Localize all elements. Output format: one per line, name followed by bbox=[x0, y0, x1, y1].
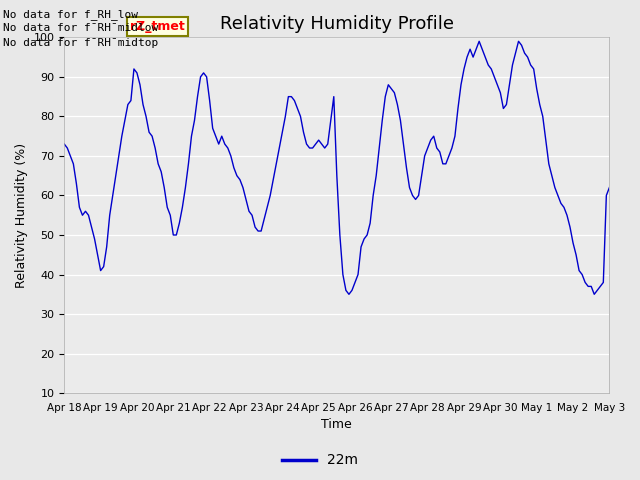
Text: No data for f¯RH¯midlow: No data for f¯RH¯midlow bbox=[3, 23, 159, 33]
Title: Relativity Humidity Profile: Relativity Humidity Profile bbox=[220, 15, 454, 33]
Text: No data for f_RH_low: No data for f_RH_low bbox=[3, 9, 138, 20]
Text: No data for f¯RH¯midtop: No data for f¯RH¯midtop bbox=[3, 37, 159, 48]
Legend: 22m: 22m bbox=[276, 448, 364, 473]
Y-axis label: Relativity Humidity (%): Relativity Humidity (%) bbox=[15, 143, 28, 288]
Text: rZ_tmet: rZ_tmet bbox=[130, 20, 184, 33]
X-axis label: Time: Time bbox=[321, 419, 352, 432]
